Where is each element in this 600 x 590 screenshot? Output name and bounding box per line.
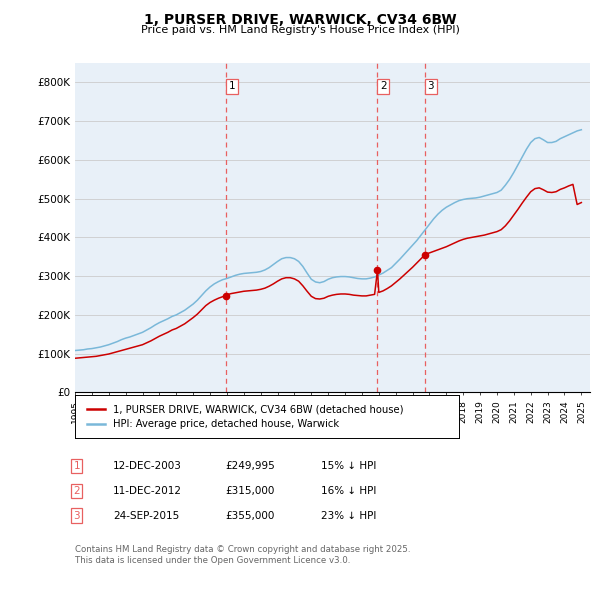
- Legend: 1, PURSER DRIVE, WARWICK, CV34 6BW (detached house), HPI: Average price, detache: 1, PURSER DRIVE, WARWICK, CV34 6BW (deta…: [84, 401, 406, 432]
- Text: £249,995: £249,995: [225, 461, 275, 471]
- Text: 2: 2: [73, 486, 80, 496]
- Text: 1: 1: [73, 461, 80, 471]
- Text: 2: 2: [380, 81, 386, 91]
- Text: Price paid vs. HM Land Registry's House Price Index (HPI): Price paid vs. HM Land Registry's House …: [140, 25, 460, 35]
- Text: 1: 1: [229, 81, 235, 91]
- Text: 11-DEC-2012: 11-DEC-2012: [113, 486, 182, 496]
- Text: 23% ↓ HPI: 23% ↓ HPI: [321, 511, 376, 520]
- Text: 15% ↓ HPI: 15% ↓ HPI: [321, 461, 376, 471]
- Text: 1, PURSER DRIVE, WARWICK, CV34 6BW: 1, PURSER DRIVE, WARWICK, CV34 6BW: [143, 13, 457, 27]
- Text: Contains HM Land Registry data © Crown copyright and database right 2025.
This d: Contains HM Land Registry data © Crown c…: [75, 545, 410, 565]
- Text: £315,000: £315,000: [225, 486, 274, 496]
- Text: 3: 3: [427, 81, 434, 91]
- Text: 24-SEP-2015: 24-SEP-2015: [113, 511, 179, 520]
- Text: 16% ↓ HPI: 16% ↓ HPI: [321, 486, 376, 496]
- Text: 12-DEC-2003: 12-DEC-2003: [113, 461, 182, 471]
- Text: 3: 3: [73, 511, 80, 520]
- Text: £355,000: £355,000: [225, 511, 274, 520]
